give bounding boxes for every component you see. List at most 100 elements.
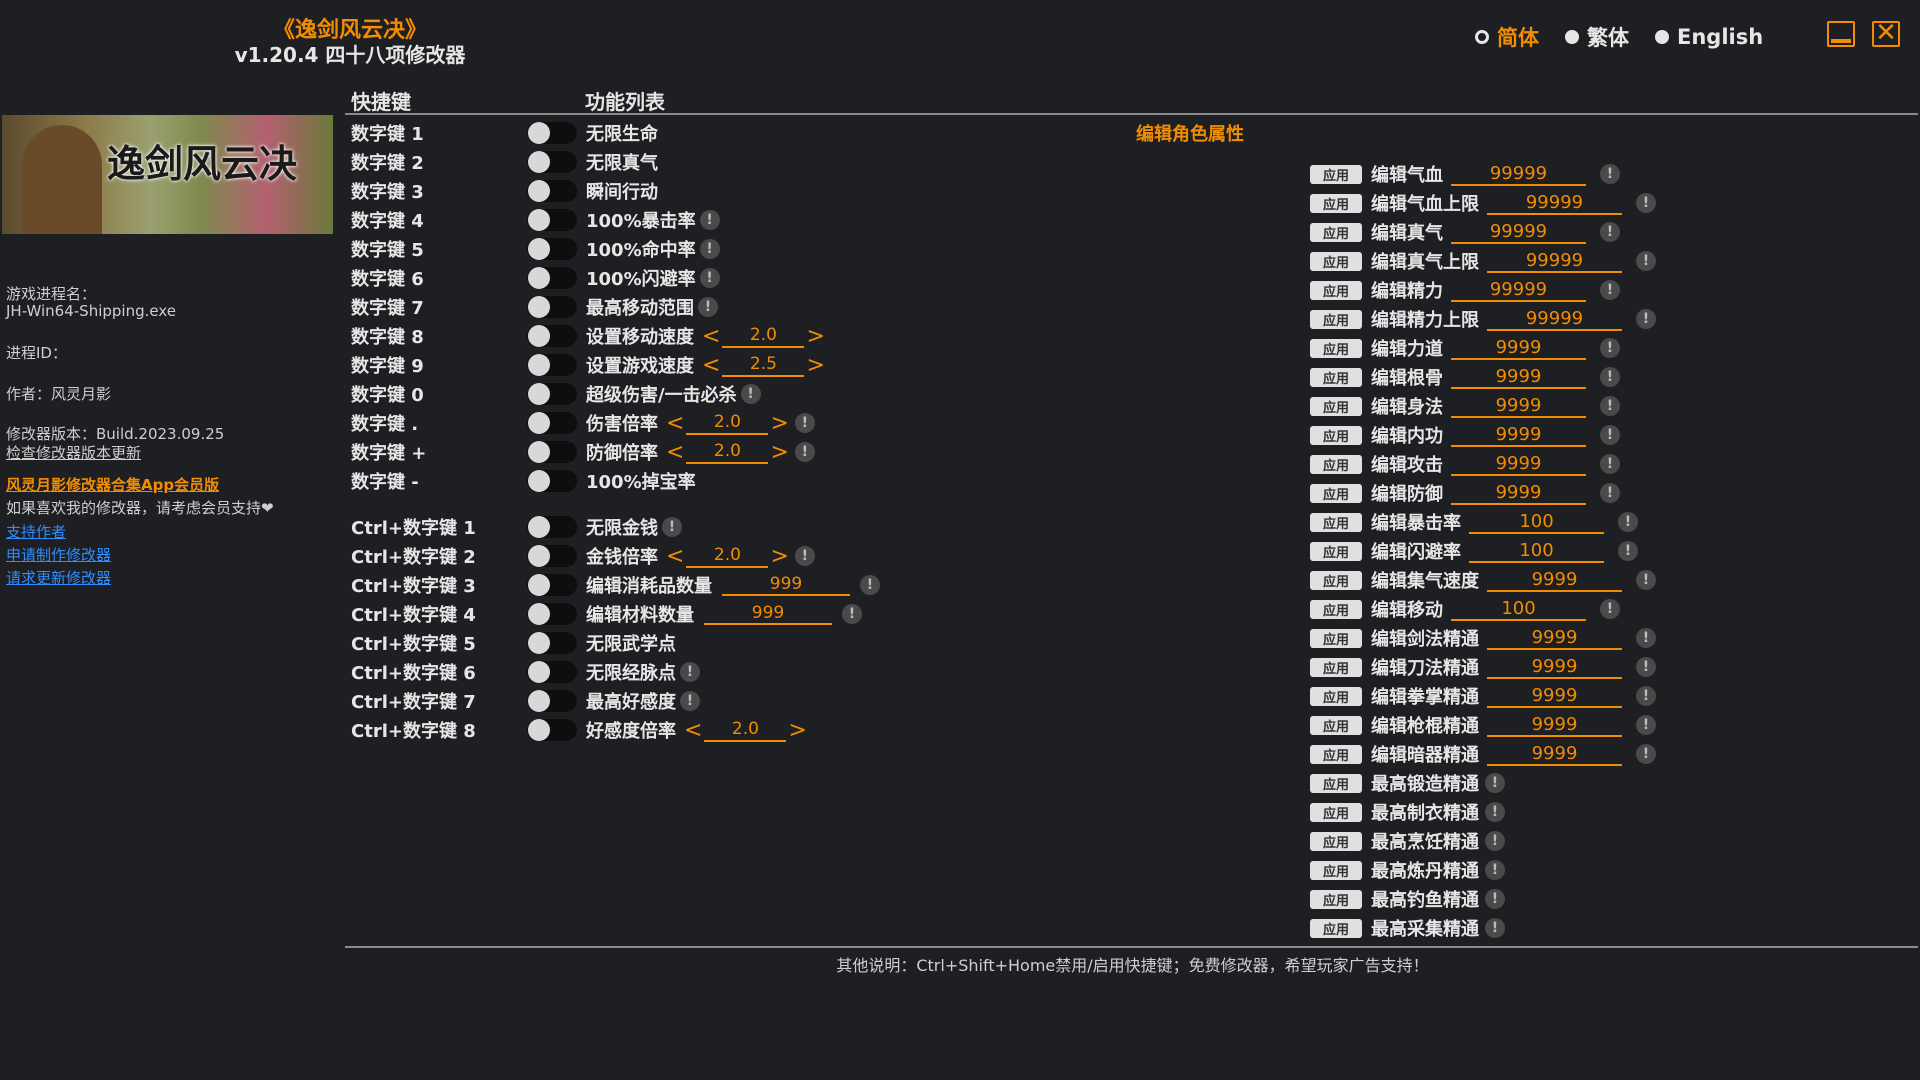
- stepper-value[interactable]: 2.0: [686, 411, 769, 435]
- value-input[interactable]: [1487, 626, 1622, 650]
- info-icon[interactable]: !: [1485, 918, 1505, 938]
- info-icon[interactable]: !: [1636, 657, 1656, 677]
- apply-button[interactable]: 应用: [1310, 280, 1362, 300]
- decrease-arrow-icon[interactable]: <: [666, 543, 685, 569]
- value-input[interactable]: [1487, 249, 1622, 273]
- value-input[interactable]: [1451, 423, 1586, 447]
- info-icon[interactable]: !: [1636, 570, 1656, 590]
- increase-arrow-icon[interactable]: >: [806, 352, 825, 378]
- info-icon[interactable]: !: [1618, 541, 1638, 561]
- value-input[interactable]: [1487, 742, 1622, 766]
- apply-button[interactable]: 应用: [1310, 686, 1362, 706]
- info-icon[interactable]: !: [1600, 483, 1620, 503]
- cheat-toggle[interactable]: [527, 545, 577, 567]
- value-input[interactable]: [1451, 278, 1586, 302]
- minimize-button[interactable]: [1827, 21, 1855, 47]
- info-icon[interactable]: !: [794, 413, 815, 433]
- apply-button[interactable]: 应用: [1310, 715, 1362, 735]
- value-input[interactable]: [1451, 452, 1586, 476]
- info-icon[interactable]: !: [1636, 744, 1656, 764]
- lang-english[interactable]: English: [1655, 25, 1763, 49]
- cheat-toggle[interactable]: [527, 296, 577, 318]
- apply-button[interactable]: 应用: [1310, 802, 1362, 822]
- cheat-toggle[interactable]: [527, 470, 577, 492]
- decrease-arrow-icon[interactable]: <: [684, 717, 703, 743]
- info-icon[interactable]: !: [1636, 628, 1656, 648]
- apply-button[interactable]: 应用: [1310, 512, 1362, 532]
- info-icon[interactable]: !: [699, 210, 720, 230]
- value-input[interactable]: [1487, 713, 1622, 737]
- value-input[interactable]: [1487, 684, 1622, 708]
- apply-button[interactable]: 应用: [1310, 367, 1362, 387]
- value-input[interactable]: [704, 603, 832, 625]
- info-icon[interactable]: !: [794, 546, 815, 566]
- info-icon[interactable]: !: [1485, 860, 1505, 880]
- apply-button[interactable]: 应用: [1310, 744, 1362, 764]
- apply-button[interactable]: 应用: [1310, 483, 1362, 503]
- value-input[interactable]: [1469, 539, 1604, 563]
- info-icon[interactable]: !: [1600, 164, 1620, 184]
- decrease-arrow-icon[interactable]: <: [702, 323, 721, 349]
- increase-arrow-icon[interactable]: >: [770, 439, 789, 465]
- stepper-value[interactable]: 2.0: [704, 718, 787, 742]
- apply-button[interactable]: 应用: [1310, 164, 1362, 184]
- info-icon[interactable]: !: [680, 691, 700, 711]
- stepper-value[interactable]: 2.0: [686, 544, 769, 568]
- apply-button[interactable]: 应用: [1310, 454, 1362, 474]
- value-input[interactable]: [1487, 191, 1622, 215]
- cheat-toggle[interactable]: [527, 180, 577, 202]
- cheat-toggle[interactable]: [527, 238, 577, 260]
- apply-button[interactable]: 应用: [1310, 773, 1362, 793]
- value-input[interactable]: [1451, 597, 1586, 621]
- value-input[interactable]: [1451, 162, 1586, 186]
- stepper-value[interactable]: 2.0: [722, 324, 805, 348]
- decrease-arrow-icon[interactable]: <: [666, 439, 685, 465]
- info-icon[interactable]: !: [1636, 193, 1656, 213]
- info-icon[interactable]: !: [842, 604, 862, 624]
- cheat-toggle[interactable]: [527, 603, 577, 625]
- request-update-link[interactable]: 请求更新修改器: [6, 569, 112, 587]
- request-trainer-link[interactable]: 申请制作修改器: [6, 546, 112, 564]
- info-icon[interactable]: !: [662, 517, 682, 537]
- info-icon[interactable]: !: [1600, 367, 1620, 387]
- info-icon[interactable]: !: [1636, 715, 1656, 735]
- value-input[interactable]: [1451, 481, 1586, 505]
- apply-button[interactable]: 应用: [1310, 889, 1362, 909]
- value-input[interactable]: [1487, 568, 1622, 592]
- apply-button[interactable]: 应用: [1310, 657, 1362, 677]
- info-icon[interactable]: !: [1600, 280, 1620, 300]
- apply-button[interactable]: 应用: [1310, 599, 1362, 619]
- stepper-value[interactable]: 2.0: [686, 440, 769, 464]
- apply-button[interactable]: 应用: [1310, 193, 1362, 213]
- value-input[interactable]: [1487, 307, 1622, 331]
- info-icon[interactable]: !: [1600, 599, 1620, 619]
- cheat-toggle[interactable]: [527, 690, 577, 712]
- apply-button[interactable]: 应用: [1310, 570, 1362, 590]
- info-icon[interactable]: !: [1636, 309, 1656, 329]
- info-icon[interactable]: !: [1600, 222, 1620, 242]
- info-icon[interactable]: !: [1485, 773, 1505, 793]
- vip-app-link[interactable]: 风灵月影修改器合集App会员版: [6, 476, 220, 494]
- cheat-toggle[interactable]: [527, 151, 577, 173]
- apply-button[interactable]: 应用: [1310, 251, 1362, 271]
- value-input[interactable]: [1469, 510, 1604, 534]
- apply-button[interactable]: 应用: [1310, 338, 1362, 358]
- cheat-toggle[interactable]: [527, 661, 577, 683]
- cheat-toggle[interactable]: [527, 632, 577, 654]
- info-icon[interactable]: !: [698, 297, 718, 317]
- apply-button[interactable]: 应用: [1310, 628, 1362, 648]
- value-input[interactable]: [1451, 336, 1586, 360]
- apply-button[interactable]: 应用: [1310, 541, 1362, 561]
- increase-arrow-icon[interactable]: >: [770, 410, 789, 436]
- apply-button[interactable]: 应用: [1310, 222, 1362, 242]
- info-icon[interactable]: !: [794, 442, 815, 462]
- info-icon[interactable]: !: [740, 384, 761, 404]
- cheat-toggle[interactable]: [527, 441, 577, 463]
- decrease-arrow-icon[interactable]: <: [702, 352, 721, 378]
- value-input[interactable]: [1451, 365, 1586, 389]
- increase-arrow-icon[interactable]: >: [770, 543, 789, 569]
- decrease-arrow-icon[interactable]: <: [666, 410, 685, 436]
- check-update-link[interactable]: 检查修改器版本更新: [6, 444, 142, 462]
- apply-button[interactable]: 应用: [1310, 309, 1362, 329]
- info-icon[interactable]: !: [699, 239, 720, 259]
